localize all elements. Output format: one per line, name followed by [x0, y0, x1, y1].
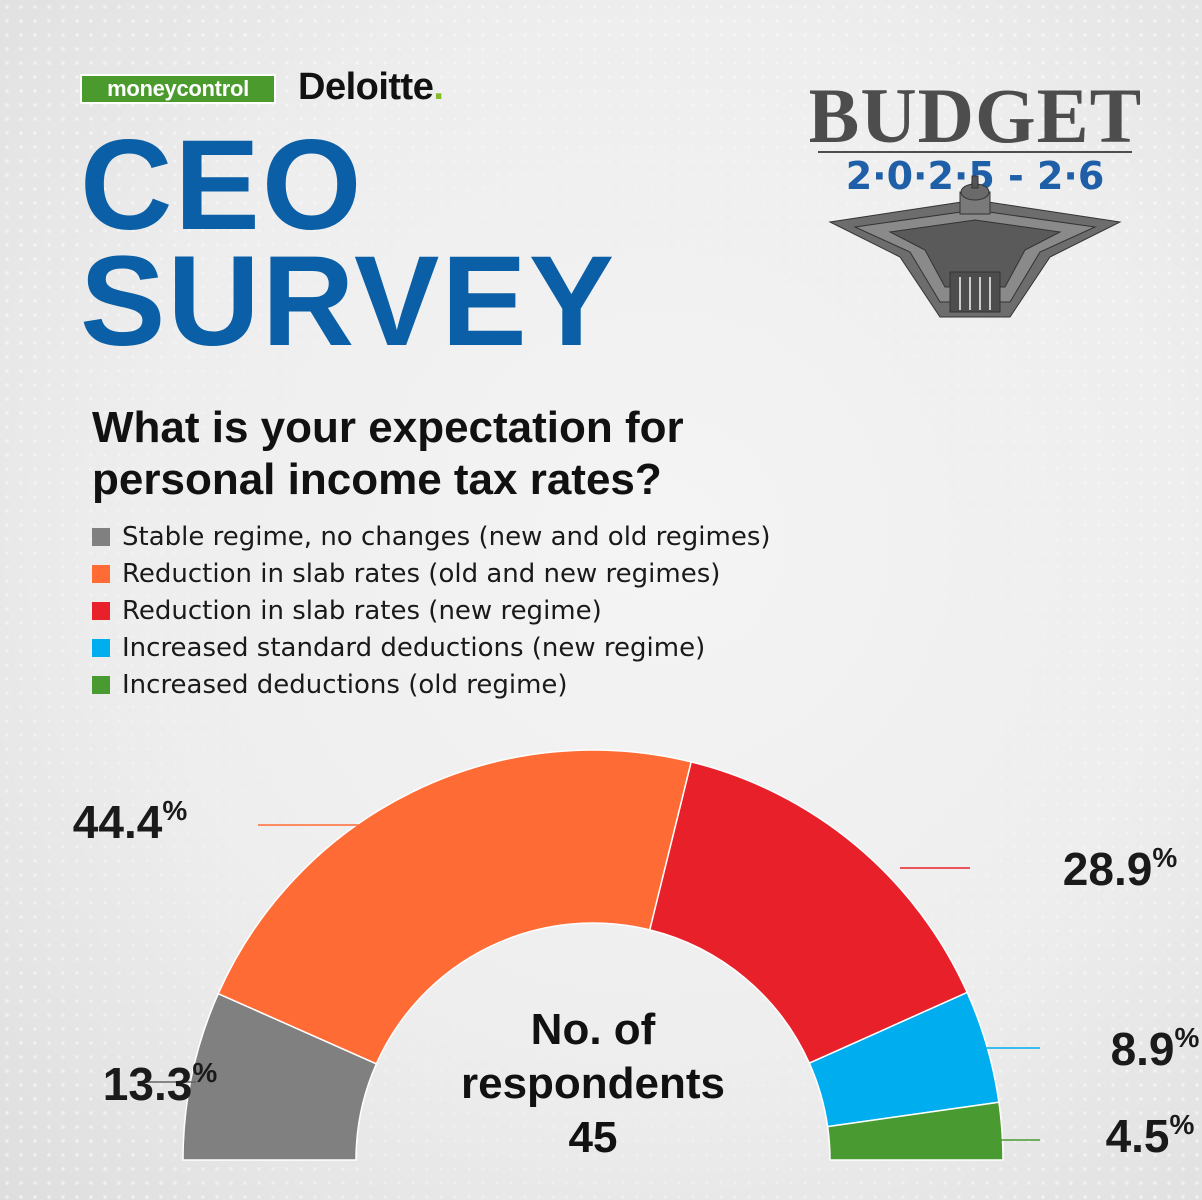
page-title: CEO SURVEY — [80, 114, 617, 373]
legend-item: Increased deductions (old regime) — [92, 666, 771, 703]
data-label-value: 28.9 — [1063, 843, 1153, 895]
legend-label: Reduction in slab rates (old and new reg… — [122, 558, 721, 589]
legend-item: Reduction in slab rates (new regime) — [92, 592, 771, 629]
legend-swatch — [92, 675, 110, 694]
data-label-unit: % — [162, 795, 187, 826]
legend-item: Stable regime, no changes (new and old r… — [92, 518, 771, 555]
donut-slice — [826, 1101, 1004, 1161]
data-label: 4.5% — [1106, 1109, 1195, 1162]
legend-item: Increased standard deductions (new regim… — [92, 629, 771, 666]
legend-item: Reduction in slab rates (old and new reg… — [92, 555, 771, 592]
data-label-value: 44.4 — [73, 796, 163, 848]
legend-label: Stable regime, no changes (new and old r… — [122, 521, 771, 552]
legend-swatch — [92, 564, 110, 583]
title-line-1: CEO — [80, 114, 364, 257]
data-label: 44.4% — [73, 795, 188, 848]
data-label: 8.9% — [1111, 1022, 1200, 1075]
data-label: 13.3% — [103, 1057, 218, 1110]
center-label-line1: No. of — [531, 1005, 656, 1054]
data-label-unit: % — [1170, 1109, 1195, 1140]
title-line-2: SURVEY — [80, 230, 617, 373]
budget-badge: BUDGET 2·0·2·5 - 2·6 — [810, 72, 1140, 318]
data-label-value: 13.3 — [103, 1058, 193, 1110]
survey-question: What is your expectation for personal in… — [92, 403, 684, 504]
center-label-count: 45 — [569, 1113, 618, 1162]
center-label-line2: respondents — [461, 1059, 725, 1108]
donut-slice — [217, 749, 693, 1065]
legend-label: Increased deductions (old regime) — [122, 669, 568, 700]
moneycontrol-logo: moneycontrol — [80, 74, 276, 104]
data-label-unit: % — [1152, 842, 1177, 873]
legend-label: Increased standard deductions (new regim… — [122, 632, 706, 663]
data-label-unit: % — [1175, 1022, 1200, 1053]
legend-swatch — [92, 601, 110, 620]
budget-word: BUDGET — [810, 72, 1140, 159]
legend-swatch — [92, 527, 110, 546]
deloitte-logo-text: Deloitte — [298, 66, 434, 108]
parliament-building-icon — [828, 175, 1122, 318]
legend-swatch — [92, 638, 110, 657]
data-label: 28.9% — [1063, 842, 1178, 895]
deloitte-logo-dot: . — [433, 66, 444, 108]
legend-label: Reduction in slab rates (new regime) — [122, 595, 602, 626]
data-label-value: 4.5 — [1106, 1110, 1170, 1162]
data-label-unit: % — [192, 1057, 217, 1088]
data-label-value: 8.9 — [1111, 1023, 1175, 1075]
donut-slice — [648, 761, 969, 1065]
chart-legend: Stable regime, no changes (new and old r… — [92, 518, 771, 703]
deloitte-logo: Deloitte. — [298, 66, 444, 109]
